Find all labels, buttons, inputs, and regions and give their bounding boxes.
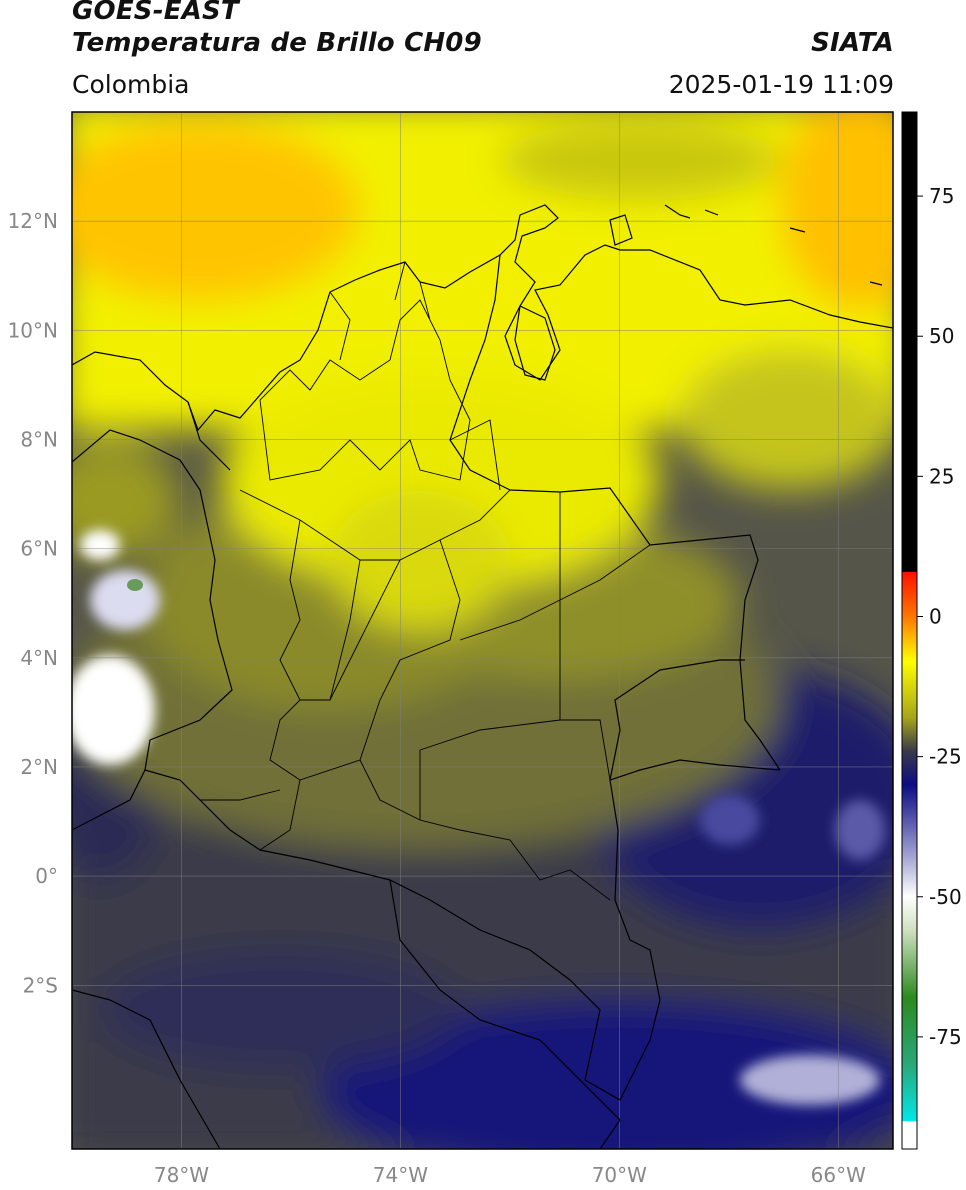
latitude-tick-label: 4°N [20, 646, 58, 670]
product-title: Temperatura de Brillo CH09 [72, 28, 482, 58]
colorbar-ticks: 75 50 25 0 -25 -50 -75 [917, 184, 962, 1049]
satellite-title: GOES-EAST [72, 0, 239, 26]
border-colombia-venezuela [449, 254, 781, 771]
colorbar-tick-label: 0 [929, 604, 942, 628]
dept-lines-central [239, 489, 651, 781]
coastline-pacific [72, 429, 233, 831]
latitude-ticks: 12°N 10°N 8°N 6°N 4°N 2°N 0° 2°S [8, 209, 58, 997]
islands [609, 204, 883, 286]
latitude-tick-label: 6°N [20, 537, 58, 561]
map-frame [71, 111, 894, 1150]
latitude-tick-label: 12°N [8, 209, 58, 233]
agency-label: SIATA [811, 28, 894, 58]
dept-lines-north [259, 261, 501, 491]
colorbar-tick-label: -75 [929, 1025, 962, 1049]
region-label: Colombia [72, 70, 190, 99]
longitude-tick-label: 78°W [154, 1163, 209, 1187]
border-venezuela-brazil [609, 659, 745, 781]
coastline-caribbean [72, 204, 893, 432]
longitude-tick-label: 74°W [373, 1163, 428, 1187]
latitude-tick-label: 10°N [8, 318, 58, 342]
border-ecuador-peru [72, 989, 221, 1149]
longitude-ticks: 78°W 74°W 70°W 66°W [154, 1163, 866, 1187]
graticule [72, 112, 893, 1149]
border-peru-south [389, 879, 621, 1149]
latitude-tick-label: 2°S [23, 973, 58, 997]
boundaries [72, 204, 893, 1149]
longitude-tick-label: 70°W [592, 1163, 647, 1187]
satellite-image [72, 112, 893, 1149]
dept-lines-south [200, 719, 611, 901]
colorbar-tick-label: 75 [929, 184, 954, 208]
latitude-tick-label: 8°N [20, 427, 58, 451]
colorbar [901, 111, 918, 1150]
colorbar-tick-label: 50 [929, 324, 954, 348]
border-colombia-brazil [584, 759, 781, 1101]
colorbar-tick-label: 25 [929, 464, 954, 488]
colorbar-tick-label: -25 [929, 745, 962, 769]
latitude-tick-label: 0° [35, 864, 58, 888]
timestamp-label: 2025-01-19 11:09 [668, 70, 894, 99]
border-panama [187, 401, 231, 471]
border-colombia-peru-ecuador [144, 769, 601, 1081]
lake-maracaibo [514, 305, 556, 381]
longitude-tick-label: 66°W [811, 1163, 866, 1187]
latitude-tick-label: 2°N [20, 755, 58, 779]
colorbar-tick-label: -50 [929, 885, 962, 909]
